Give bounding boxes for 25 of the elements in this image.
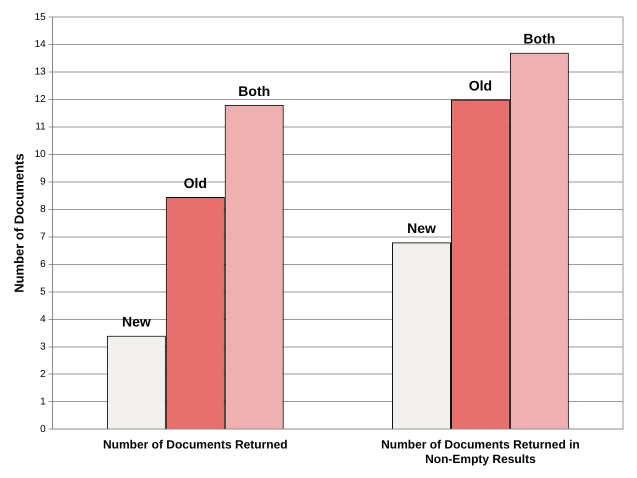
y-tick-label: 15	[34, 12, 46, 23]
y-tick-label: 3	[40, 342, 46, 353]
y-tick-label: 12	[34, 94, 46, 106]
y-tick-label: 4	[40, 314, 46, 326]
y-tick-label: 7	[40, 232, 46, 243]
text: Both	[523, 30, 556, 47]
y-tick-label: 5	[40, 286, 46, 298]
series-label: Both	[238, 82, 270, 99]
x-tick-label: Number of Documents Returned	[102, 438, 288, 452]
series-label: New	[407, 220, 436, 236]
x-tick-label: Number of Documents Returned in Non-Empty Results	[381, 438, 580, 466]
text: New	[122, 314, 151, 330]
y-axis-title: Number of Documents	[11, 153, 26, 293]
y-tick-label: 14	[34, 39, 46, 50]
y-tick-label: 8	[40, 204, 46, 216]
text: Old	[184, 174, 207, 191]
y-tick-label: 0	[40, 424, 46, 435]
series-label: Old	[468, 77, 492, 94]
y-tick-label: 10	[34, 149, 46, 160]
y-tick-label: 13	[34, 66, 46, 78]
y-tick-label: 6	[40, 259, 46, 270]
y-tick-label: 1	[40, 396, 46, 408]
y-tick-label: 9	[40, 176, 46, 188]
y-tick-label: 2	[40, 368, 46, 380]
y-tick-label: 11	[35, 122, 46, 133]
